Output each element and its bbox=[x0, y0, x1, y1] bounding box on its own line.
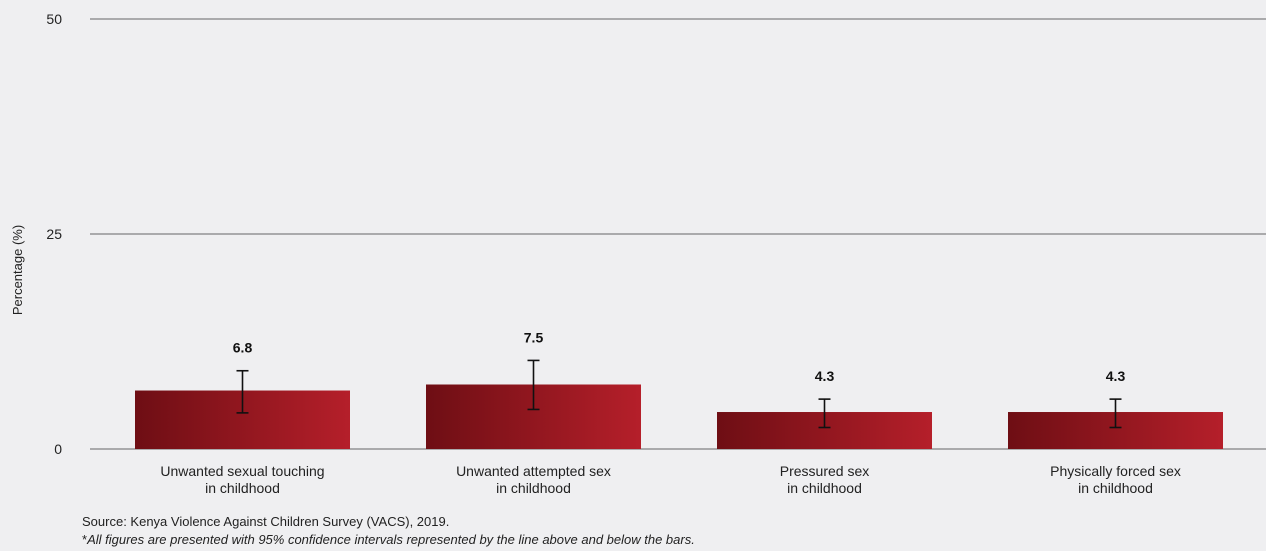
y-tick-label-50: 50 bbox=[46, 11, 62, 27]
category-label-4-line-1: Physically forced sex bbox=[1050, 463, 1181, 479]
category-label-1-line-2: in childhood bbox=[205, 480, 280, 496]
y-axis-title: Percentage (%) bbox=[10, 225, 25, 315]
bars bbox=[135, 359, 1223, 449]
value-label-2: 7.5 bbox=[524, 329, 544, 345]
category-label-3-line-2: in childhood bbox=[787, 480, 862, 496]
ci-note: *All figures are presented with 95% conf… bbox=[82, 531, 695, 549]
value-label-4: 4.3 bbox=[1106, 368, 1126, 384]
value-label-3: 4.3 bbox=[815, 368, 835, 384]
source-note: Source: Kenya Violence Against Children … bbox=[82, 514, 450, 529]
value-label-1: 6.8 bbox=[233, 340, 253, 356]
category-label-2-line-1: Unwanted attempted sex bbox=[456, 463, 611, 479]
category-label-2-line-2: in childhood bbox=[496, 480, 571, 496]
category-label-3-line-1: Pressured sex bbox=[780, 463, 869, 479]
footnotes: Source: Kenya Violence Against Children … bbox=[82, 513, 695, 549]
asterisk: * bbox=[82, 532, 88, 547]
y-tick-label-25: 25 bbox=[46, 226, 62, 242]
category-label-4-line-2: in childhood bbox=[1078, 480, 1153, 496]
y-tick-label-0: 0 bbox=[54, 441, 62, 457]
ci-note-text: All figures are presented with 95% confi… bbox=[87, 532, 695, 547]
category-label-1-line-1: Unwanted sexual touching bbox=[160, 463, 324, 479]
gridlines bbox=[90, 18, 1266, 450]
